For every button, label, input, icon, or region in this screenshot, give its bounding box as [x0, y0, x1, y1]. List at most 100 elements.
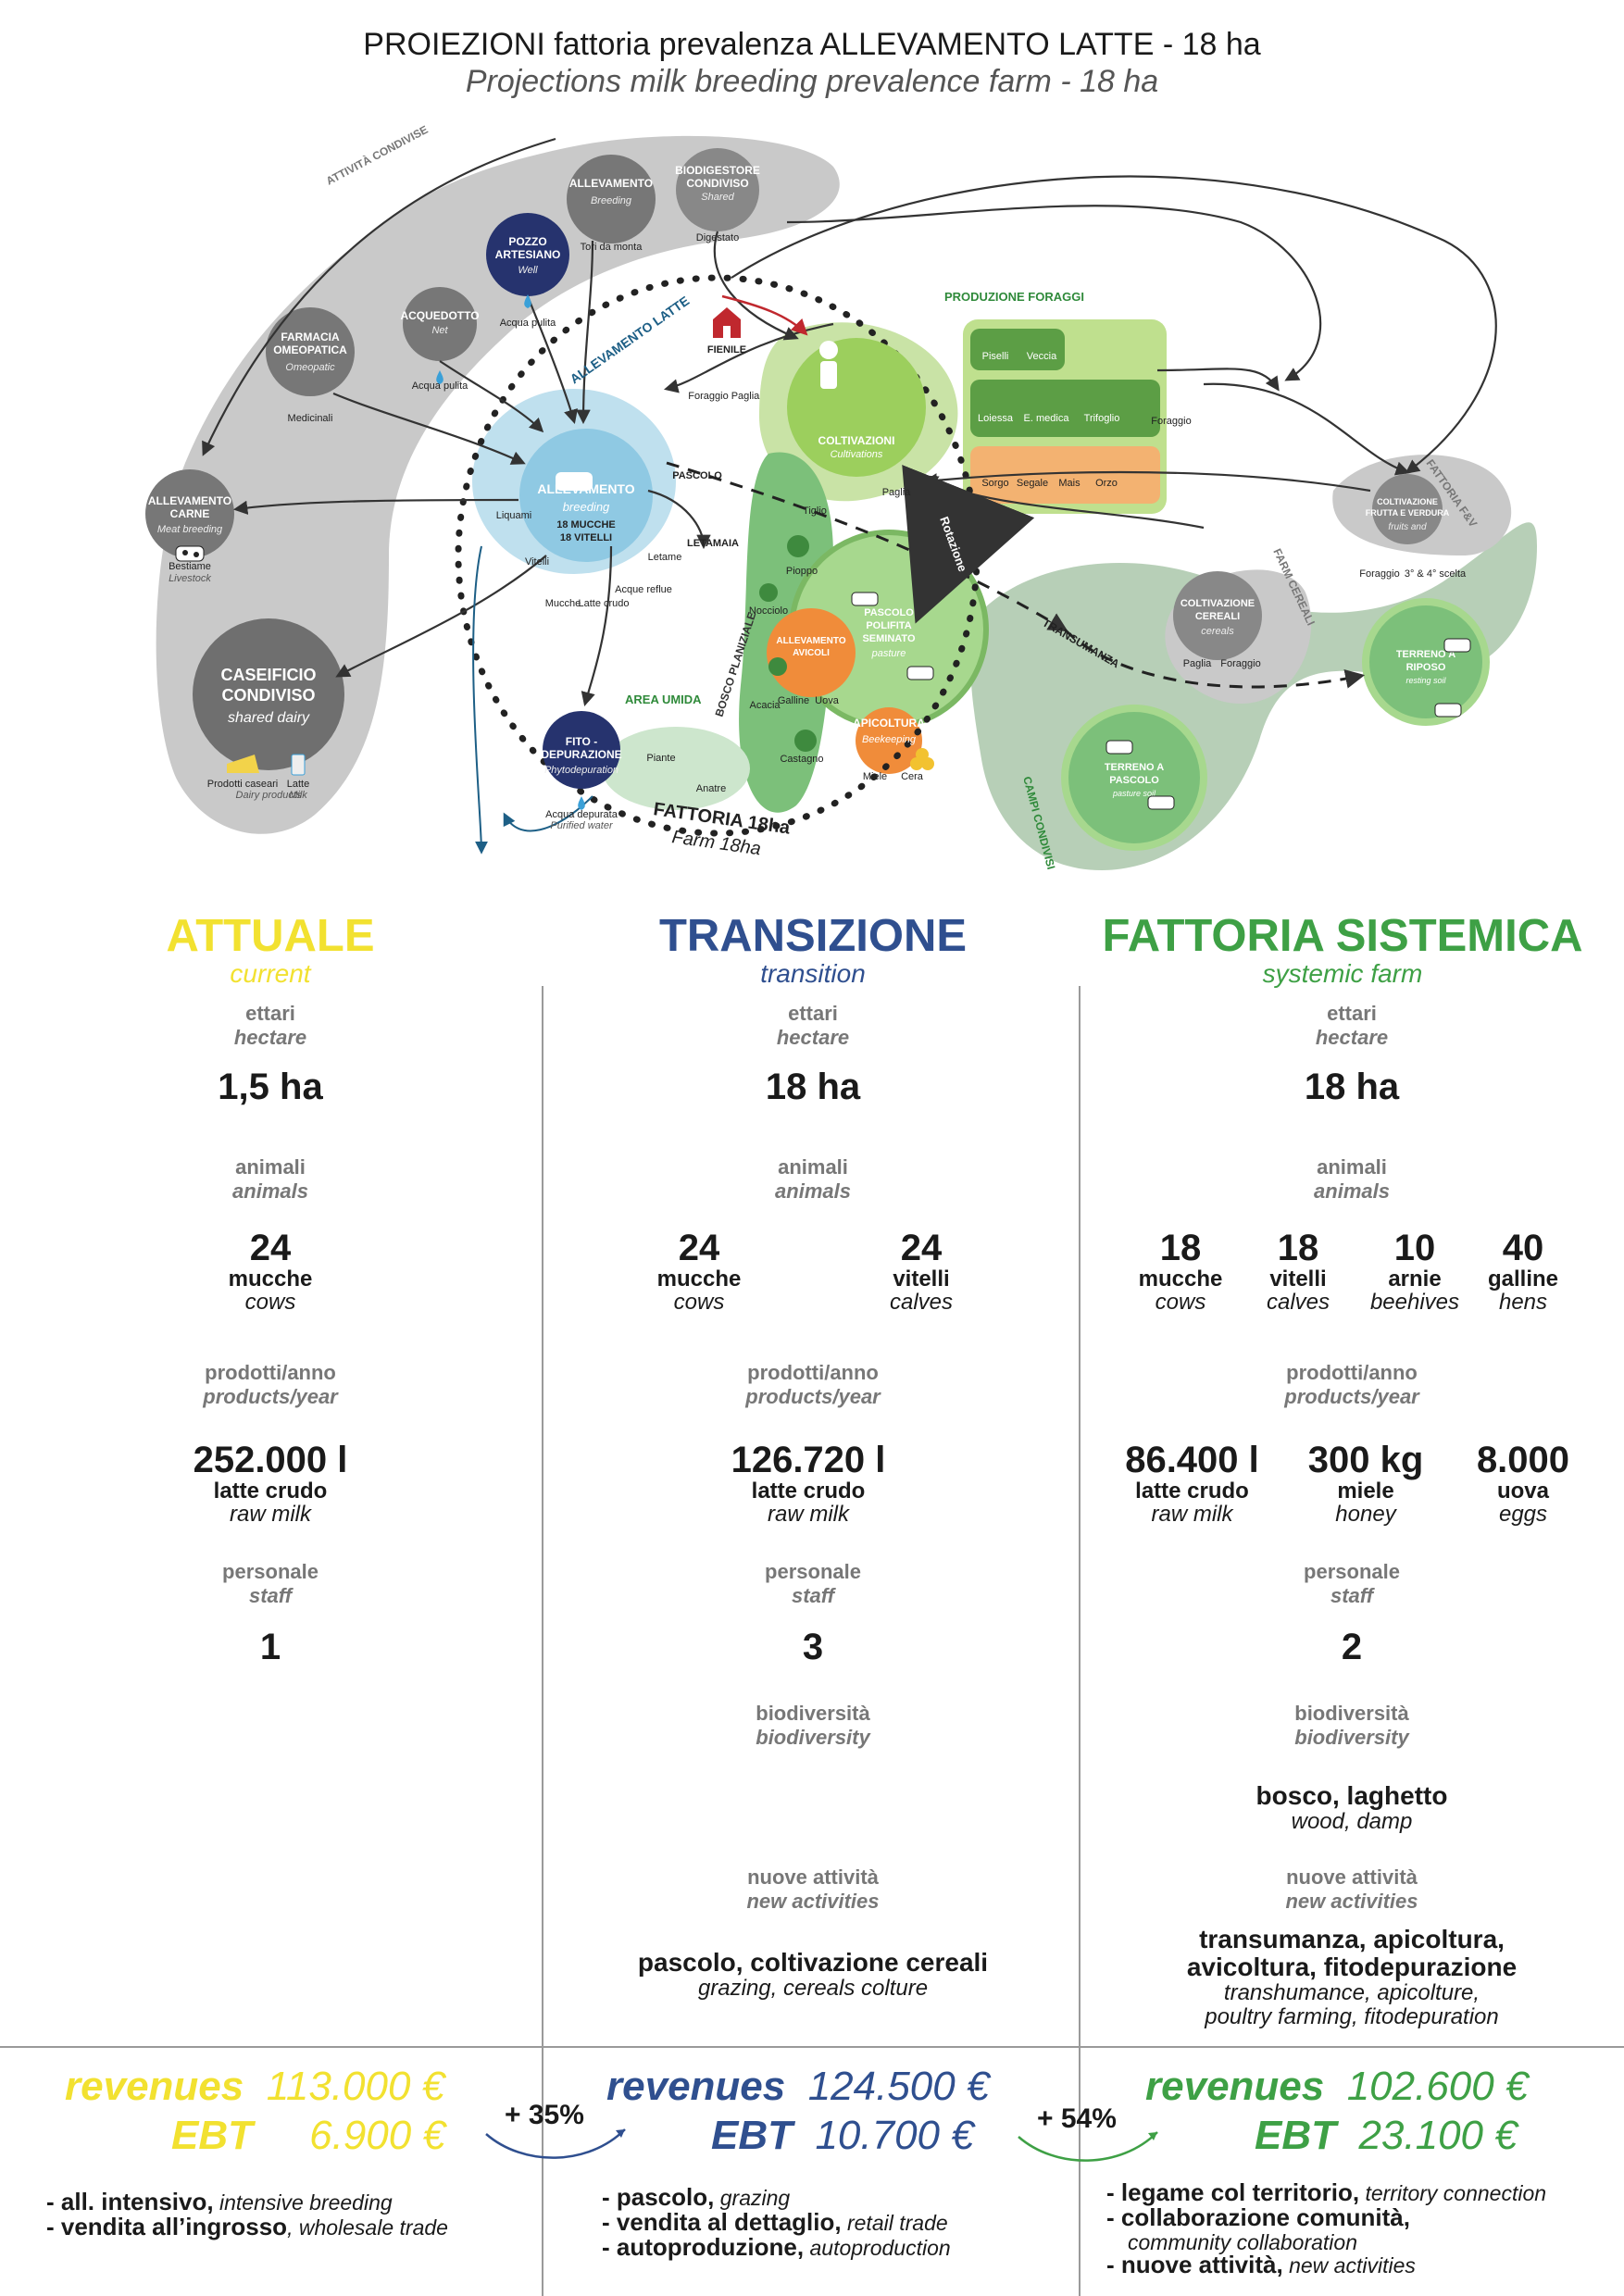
hectare-label-en: hectare — [233, 1026, 307, 1049]
column-divider — [1079, 986, 1081, 2296]
dairy-label-1: CASEIFICIO — [220, 666, 316, 684]
product-stat: 86.400 l latte crudo raw milk — [1102, 1440, 1282, 1527]
product-value: 126.720 l — [731, 1440, 886, 1480]
livestock-label: Bestiame — [169, 561, 211, 572]
rotation-arrow — [902, 465, 1035, 624]
staff-value: 1 — [259, 1627, 281, 1667]
raw-milk-label: Latte crudo — [578, 598, 629, 609]
revenues-value: 102.600 € — [1346, 2064, 1529, 2109]
breeding-center-label-en: breeding — [563, 500, 610, 514]
pharmacy-label-1: FARMACIA — [281, 331, 340, 343]
column-title: ATTUALE — [166, 911, 375, 961]
animals-label-en: animals — [1314, 1179, 1390, 1203]
product-label-en: eggs — [1498, 1502, 1548, 1527]
growth-label: + 54% — [1037, 2103, 1117, 2134]
animal-count: 10 — [1393, 1228, 1436, 1268]
beekeeping-label-en: Beekeeping — [862, 734, 917, 745]
sorghum-label: Sorgo — [981, 478, 1008, 489]
new-activities-value: pascolo, coltivazione cereali grazing, c… — [563, 1949, 1063, 2001]
pasture-multi-label-2: POLIFITA — [866, 620, 911, 631]
new-activities-label: nuove attività — [747, 1866, 879, 1889]
product-label-en: honey — [1335, 1502, 1396, 1527]
note-item: - vendita all’ingrosso, wholesale trade — [46, 2213, 448, 2240]
pasture-soil-node — [1061, 705, 1207, 851]
waste-water-label: Acque reflue — [615, 584, 672, 595]
pasture-multi-label-en: pasture — [871, 648, 906, 659]
farmer-icon — [819, 341, 838, 389]
revenues-label: revenues — [1145, 2064, 1325, 2109]
eggs-label: Uova — [815, 695, 840, 706]
pasture-soil-label-1: TERRENO A — [1105, 762, 1164, 773]
medic-label: E. medica — [1024, 413, 1070, 424]
barley-label: Orzo — [1095, 478, 1118, 489]
hectare-label-en: hectare — [1315, 1026, 1389, 1049]
column-subtitle: systemic farm — [1262, 959, 1423, 988]
biodiversity-text-en: wood, damp — [1291, 1809, 1413, 1834]
animals-label: animali — [1317, 1155, 1387, 1179]
product-value: 8.000 — [1476, 1440, 1570, 1480]
hectare-value: 18 ha — [765, 1067, 861, 1107]
staff-value: 3 — [802, 1627, 824, 1667]
cereal-cult-label-en: cereals — [1201, 626, 1234, 637]
water-drop-icon — [436, 294, 585, 810]
manure-label: Letame — [648, 552, 682, 563]
pharmacy-node — [266, 307, 355, 396]
farm-system-diagram: Rotazione ALLEVAMENTO BIODIGESTORE CONDI… — [145, 122, 1537, 871]
animal-stat: 10 arnie beehives — [1359, 1228, 1470, 1315]
hotbed-label: LETAMAIA — [687, 538, 739, 549]
revenues-value: 113.000 € — [266, 2064, 445, 2109]
product-stat: 252.000 l latte crudo raw milk — [131, 1440, 409, 1527]
product-label: latte crudo — [213, 1479, 328, 1504]
dairy-label-2: CONDIVISO — [221, 686, 315, 705]
milk-label-en: Milk — [289, 790, 307, 801]
animals-label-en: animals — [775, 1179, 851, 1203]
products-section: prodotti/anno products/year — [628, 1361, 998, 1409]
staff-section: personale staff 2 — [1167, 1560, 1537, 1667]
animals-section: animali animals — [628, 1155, 998, 1204]
column-header-attuale: ATTUALE current — [20, 912, 520, 988]
selection-label: 3° & 4° scelta — [1405, 568, 1467, 580]
animal-count: 24 — [678, 1228, 720, 1268]
new-activities-text: avicoltura, fitodepurazione — [1186, 1953, 1518, 1981]
new-activities-text: pascolo, coltivazione cereali — [637, 1948, 989, 1977]
cow-icon — [851, 592, 1471, 810]
products-label: prodotti/anno — [1286, 1361, 1418, 1384]
column-title: TRANSIZIONE — [658, 911, 968, 961]
ebt-label: EBT — [711, 2113, 793, 2158]
ebt-label: EBT — [1255, 2113, 1336, 2158]
ebt-row: EBT 23.100 € — [1255, 2114, 1518, 2158]
biodiversity-section: biodiversità biodiversity — [1167, 1702, 1537, 1750]
cereal-straw-label: Paglia — [1183, 658, 1212, 669]
cultivations-label-en: Cultivations — [831, 449, 883, 460]
dairy-products-label-en: Dairy products — [236, 790, 302, 801]
biodiversity-value: bosco, laghetto wood, damp — [1111, 1782, 1593, 1834]
staff-label: personale — [1304, 1560, 1400, 1583]
animal-label: mucche — [656, 1267, 742, 1292]
animal-label: vitelli — [1269, 1267, 1327, 1292]
animal-count: 24 — [900, 1228, 943, 1268]
clean-water-label-2: Acqua pulita — [412, 381, 468, 392]
hens-label: Galline — [778, 695, 809, 706]
fv-cult-label-1: COLTIVAZIONE — [1377, 497, 1438, 506]
animal-count: 40 — [1502, 1228, 1544, 1268]
new-activities-label-en: new activities — [746, 1890, 880, 1913]
beekeeping-node — [856, 707, 922, 774]
animal-label: vitelli — [893, 1267, 950, 1292]
animal-label: galline — [1487, 1267, 1559, 1292]
milk-label: Latte — [287, 779, 309, 790]
animals-label: animali — [235, 1155, 306, 1179]
biodiversity-label: biodiversità — [756, 1702, 870, 1725]
fv-node — [1372, 474, 1443, 544]
biodiversity-label-en: biodiversity — [1294, 1726, 1409, 1749]
animal-label-en: cows — [1155, 1290, 1206, 1315]
fv-forage-label: Foraggio — [1359, 568, 1399, 580]
resting-soil-node — [1362, 598, 1490, 726]
cereal-forage-label: Foraggio — [1220, 658, 1260, 669]
hazel-label: Nocciolo — [749, 605, 788, 617]
new-activities-text: transumanza, apicoltura, — [1199, 1925, 1505, 1953]
new-activities-text-en: grazing, cereals colture — [697, 1976, 929, 2001]
staff-value: 2 — [1341, 1627, 1363, 1667]
poplar-label: Pioppo — [786, 566, 818, 577]
beekeeping-label: APICOLTURA — [853, 717, 925, 730]
poultry-node — [767, 608, 856, 697]
